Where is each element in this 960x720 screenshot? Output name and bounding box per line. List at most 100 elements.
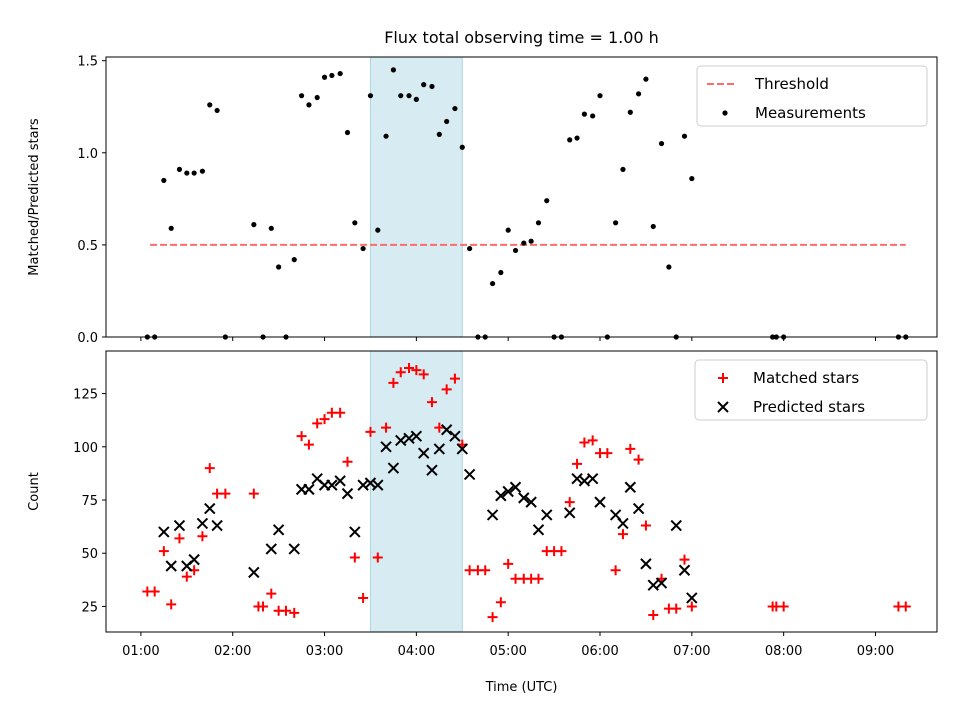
matched-star-point [579, 437, 590, 448]
bottom-panel-axes: 25 50 75 100 125 01:00 02:00 03:00 04:00 05:00 06:… [73, 388, 894, 659]
matched-star-point [564, 497, 575, 508]
measurements-point [452, 105, 458, 112]
predicted-star-point [571, 473, 583, 485]
measurements-point [436, 131, 442, 137]
matched-star-point [266, 588, 277, 599]
predicted-star-point [265, 543, 277, 555]
y-tick-label: 0.5 [77, 239, 98, 254]
predicted-star-point [288, 543, 300, 555]
measurements-point [597, 93, 603, 99]
measurements-point [321, 74, 328, 80]
threshold-legend-label: Threshold [754, 75, 829, 93]
measurements-point [207, 102, 213, 108]
matched-star-point [158, 546, 169, 557]
matched-star-point [778, 601, 789, 612]
predicted-star-point [502, 485, 514, 498]
predicted-star-point [426, 464, 438, 476]
matched-star-point [197, 531, 208, 542]
measurements-point [291, 257, 297, 263]
bottom-panel-frame [105, 350, 938, 633]
matched-star-point [296, 431, 307, 442]
predicted-star-point [387, 462, 400, 474]
predicted-star-point [486, 509, 499, 521]
x-tick-label: 04:00 [398, 644, 435, 659]
predicted-star-point [357, 479, 369, 491]
predicted-star-point [678, 564, 691, 576]
y-tick-label: 100 [73, 441, 98, 456]
matched-star-point [319, 414, 330, 425]
predicted-star-point [372, 479, 384, 491]
measurements-point [298, 93, 305, 99]
predicted-star-point [518, 492, 530, 504]
predicted-star-point [364, 477, 377, 489]
measurements-point [375, 227, 381, 233]
predicted-star-point [272, 524, 285, 536]
measurements-point [176, 166, 183, 172]
measurements-point [512, 247, 519, 254]
matched-star-point [404, 363, 415, 374]
measurements-point [535, 220, 542, 226]
matched-star-point [220, 488, 231, 499]
measurements-point [613, 220, 619, 226]
top-legend: Threshold Measurements [696, 65, 928, 127]
predicted-star-point [410, 430, 423, 442]
predicted-star-point [594, 496, 606, 508]
measurements-point [168, 225, 174, 231]
measurements-point [214, 107, 220, 114]
measurements-point [489, 280, 496, 287]
predicted-star-point [211, 519, 223, 532]
measurements-point [276, 264, 282, 270]
predicted-star-point [158, 526, 170, 538]
measurements-point [184, 170, 190, 176]
predicted-star-point [173, 519, 186, 532]
predicted-star-point [349, 526, 361, 538]
matched-star-point [149, 586, 160, 597]
x-tick-label: 02:00 [214, 644, 251, 659]
top-panel: 0.0 0.5 1.0 1.5 Flux total observing time =… [27, 28, 938, 346]
predicted-star-point [578, 475, 591, 487]
matched-star-point [640, 520, 651, 531]
legend-box [696, 65, 928, 127]
predicted-star-point [334, 475, 346, 487]
measurements-legend-label: Measurements [755, 104, 866, 122]
measurements-point [421, 82, 427, 88]
measurements-point [505, 227, 511, 233]
matched-star-point [166, 599, 177, 610]
y-tick-label: 50 [81, 547, 98, 562]
matched-star-point [495, 597, 506, 608]
predicted-star-point [418, 447, 430, 459]
predicted-star-point [586, 473, 599, 485]
predicted-star-point [188, 553, 200, 566]
predicted-star-point [686, 592, 698, 604]
measurements-point [689, 175, 695, 182]
y-tick-label: 75 [81, 494, 98, 509]
matched-star-point [686, 601, 697, 612]
predicted-star-point [532, 524, 545, 536]
matched-star-point [381, 422, 392, 433]
predicted-star-point [456, 443, 468, 455]
top-panel-axes: 0.0 0.5 1.0 1.5 [77, 55, 876, 346]
matched-star-point [342, 456, 353, 467]
matched-star-point [610, 565, 621, 576]
predicted-star-point [248, 566, 260, 579]
matched-star-point [617, 529, 628, 540]
measurements-point [306, 102, 312, 108]
measurements-point [521, 240, 527, 246]
x-tick-label: 09:00 [857, 644, 894, 659]
predicted-star-point [640, 558, 652, 570]
measurements-point [406, 93, 412, 99]
top-y-axis-label: Matched/Predicted stars [27, 118, 42, 276]
measurements-point [344, 129, 351, 136]
y-tick-label: 0.0 [77, 331, 98, 346]
matched-star-point [395, 367, 406, 378]
x-tick-label: 01:00 [122, 644, 159, 659]
matched-stars-legend-swatch [718, 373, 728, 383]
matched-star-point [349, 552, 360, 563]
predicted-star-point [341, 487, 354, 500]
measurements-point [681, 133, 688, 139]
matched-star-point [487, 612, 498, 623]
x-tick-label: 06:00 [581, 644, 618, 659]
predicted-star-point [380, 441, 392, 453]
matched-star-point [556, 546, 567, 557]
x-tick-label: 05:00 [489, 644, 526, 659]
